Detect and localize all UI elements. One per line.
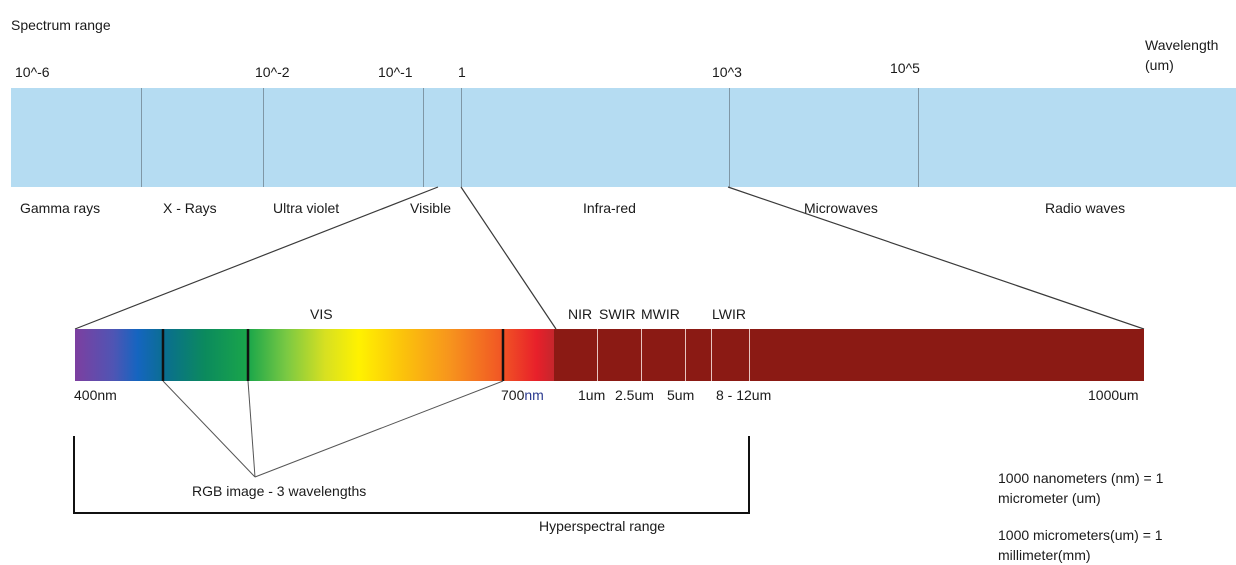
visible-gradient-bar bbox=[75, 329, 556, 381]
zoom-line-ir-right bbox=[727, 186, 1145, 330]
band-label: Gamma rays bbox=[20, 200, 101, 216]
spectrum-band bbox=[11, 88, 1236, 187]
band-dividers bbox=[141, 88, 919, 187]
unit-note-um: 1000 micrometers(um) = 1 millimeter(mm) bbox=[998, 527, 1163, 563]
wavelength-label: 1000um bbox=[1088, 387, 1139, 403]
rgb-pointer-blue bbox=[162, 380, 256, 478]
tick-label: 10^-1 bbox=[378, 64, 413, 80]
band-label: Ultra violet bbox=[273, 200, 340, 216]
wavelength-label: 2.5um bbox=[615, 387, 654, 403]
ir-band-label: MWIR bbox=[641, 306, 680, 322]
axis-unit-label: Wavelength (um) bbox=[1145, 37, 1219, 73]
ir-band-label: NIR bbox=[568, 306, 593, 322]
wavelength-label: 1um bbox=[578, 387, 606, 403]
rgb-label: RGB image - 3 wavelengths bbox=[192, 483, 367, 499]
hyperspectral-label: Hyperspectral range bbox=[539, 518, 666, 534]
chart-title: Spectrum range bbox=[11, 17, 111, 33]
tick-label: 10^-2 bbox=[255, 64, 290, 80]
zoom-line-visible-right bbox=[460, 186, 557, 330]
band-label: Microwaves bbox=[804, 200, 878, 216]
wavelength-label: 8 - 12um bbox=[716, 387, 772, 403]
zoom-line-visible-left bbox=[74, 186, 439, 330]
infrared-bar bbox=[554, 329, 1144, 381]
zoom-lines bbox=[74, 186, 1145, 330]
tick-label: 10^5 bbox=[890, 60, 920, 76]
tick-label: 10^3 bbox=[712, 64, 742, 80]
rgb-pointer-green bbox=[247, 380, 256, 478]
wavelength-label: 400nm bbox=[74, 387, 117, 403]
band-label: Radio waves bbox=[1045, 200, 1126, 216]
rgb-markers bbox=[161, 329, 505, 381]
wavelength-label-700nm: 700nm bbox=[501, 387, 544, 403]
hyperspectral-bracket bbox=[73, 436, 750, 514]
wavelength-unit: nm bbox=[524, 387, 544, 403]
band-label: Visible bbox=[410, 200, 451, 216]
ir-dividers bbox=[597, 329, 750, 381]
ir-band-label: LWIR bbox=[712, 306, 746, 322]
tick-label: 10^-6 bbox=[15, 64, 50, 80]
band-label: Infra-red bbox=[583, 200, 636, 216]
tick-label: 1 bbox=[458, 64, 466, 80]
band-label: X - Rays bbox=[163, 200, 217, 216]
vis-label: VIS bbox=[310, 306, 333, 322]
rgb-pointer-lines bbox=[162, 380, 504, 478]
unit-note-nm: 1000 nanometers (nm) = 1 micrometer (um) bbox=[998, 470, 1164, 506]
wavelength-label: 5um bbox=[667, 387, 695, 403]
rgb-pointer-red bbox=[254, 380, 504, 478]
ir-band-label: SWIR bbox=[599, 306, 636, 322]
wavelength-value: 700 bbox=[501, 387, 525, 403]
